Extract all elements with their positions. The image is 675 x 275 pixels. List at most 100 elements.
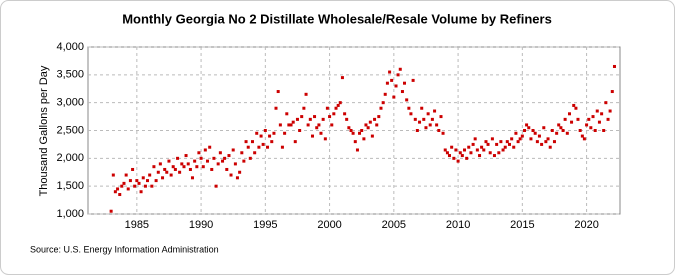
data-point xyxy=(488,151,492,155)
data-point xyxy=(580,134,584,138)
data-point xyxy=(358,131,362,135)
x-tick-label: 1985 xyxy=(125,219,149,231)
data-point xyxy=(561,129,565,132)
data-point xyxy=(452,156,456,160)
x-tick-label: 2010 xyxy=(446,219,470,231)
data-point xyxy=(343,112,347,116)
data-point xyxy=(495,142,499,146)
data-point xyxy=(565,131,569,135)
data-point xyxy=(507,142,511,146)
data-point xyxy=(430,117,434,121)
data-point xyxy=(576,117,580,121)
data-point xyxy=(512,145,516,149)
data-point xyxy=(338,101,342,105)
data-point xyxy=(523,129,527,132)
data-point xyxy=(148,173,152,177)
y-tick-label: 4,000 xyxy=(56,41,84,53)
data-point xyxy=(218,151,222,155)
data-point xyxy=(182,165,186,169)
data-point xyxy=(437,129,441,132)
y-tick-label: 2,000 xyxy=(56,152,84,164)
data-point xyxy=(368,120,372,124)
data-point xyxy=(332,112,336,116)
data-point xyxy=(165,170,169,174)
data-point xyxy=(467,145,471,149)
data-point xyxy=(490,137,494,141)
data-point xyxy=(238,170,242,174)
data-point xyxy=(606,117,610,121)
data-point xyxy=(353,140,357,144)
data-point xyxy=(197,151,201,155)
data-point xyxy=(259,134,263,138)
data-point xyxy=(242,159,246,163)
data-point xyxy=(302,106,306,110)
data-point xyxy=(345,117,349,121)
data-point xyxy=(154,179,158,183)
data-point xyxy=(306,123,310,127)
data-point xyxy=(270,140,274,144)
data-point xyxy=(478,154,482,158)
data-point xyxy=(582,137,586,141)
y-tick-label: 3,000 xyxy=(56,97,84,109)
data-point xyxy=(291,120,295,124)
data-point xyxy=(295,117,299,121)
data-point xyxy=(195,165,199,169)
data-point xyxy=(184,154,188,158)
data-point xyxy=(525,123,529,127)
data-point xyxy=(210,167,214,171)
data-point xyxy=(390,78,394,82)
x-tick-label: 2000 xyxy=(317,219,341,231)
data-point xyxy=(480,145,484,149)
data-point xyxy=(398,67,402,71)
data-point xyxy=(298,129,302,132)
data-point xyxy=(255,131,259,135)
data-point xyxy=(178,170,182,174)
data-point xyxy=(167,159,171,163)
data-point xyxy=(595,109,599,113)
data-point xyxy=(323,137,327,141)
data-point xyxy=(587,117,591,121)
data-point xyxy=(225,167,229,171)
data-point xyxy=(263,129,267,132)
data-point xyxy=(486,142,490,146)
data-point xyxy=(235,176,239,180)
y-tick-label: 3,500 xyxy=(56,69,84,81)
data-point xyxy=(355,148,359,152)
y-axis-label: Thousand Gallons per Day xyxy=(38,65,50,196)
data-point xyxy=(176,156,180,160)
data-point xyxy=(443,148,447,152)
data-point xyxy=(188,167,192,171)
data-point xyxy=(366,126,370,130)
data-point xyxy=(492,154,496,158)
data-point xyxy=(385,81,389,85)
data-point xyxy=(193,159,197,163)
data-point xyxy=(310,134,314,138)
data-point xyxy=(548,145,552,149)
data-point xyxy=(300,115,304,119)
data-point xyxy=(537,134,541,138)
data-point xyxy=(610,90,614,94)
data-point xyxy=(212,156,216,160)
data-point xyxy=(347,126,351,130)
data-point xyxy=(315,126,319,130)
data-point xyxy=(424,126,428,130)
data-point xyxy=(349,129,353,132)
data-point xyxy=(143,184,147,188)
data-point xyxy=(137,181,141,185)
data-point xyxy=(141,176,145,180)
data-point xyxy=(559,126,563,130)
data-point xyxy=(428,123,432,127)
data-point xyxy=(497,151,501,155)
data-point xyxy=(405,98,409,102)
data-point xyxy=(552,140,556,144)
data-point xyxy=(278,123,282,127)
data-point xyxy=(520,134,524,138)
data-point xyxy=(287,123,291,127)
data-point xyxy=(591,115,595,119)
data-point xyxy=(150,184,154,188)
data-point xyxy=(377,115,381,119)
data-point xyxy=(471,142,475,146)
data-point xyxy=(113,190,117,194)
data-point xyxy=(152,165,156,169)
